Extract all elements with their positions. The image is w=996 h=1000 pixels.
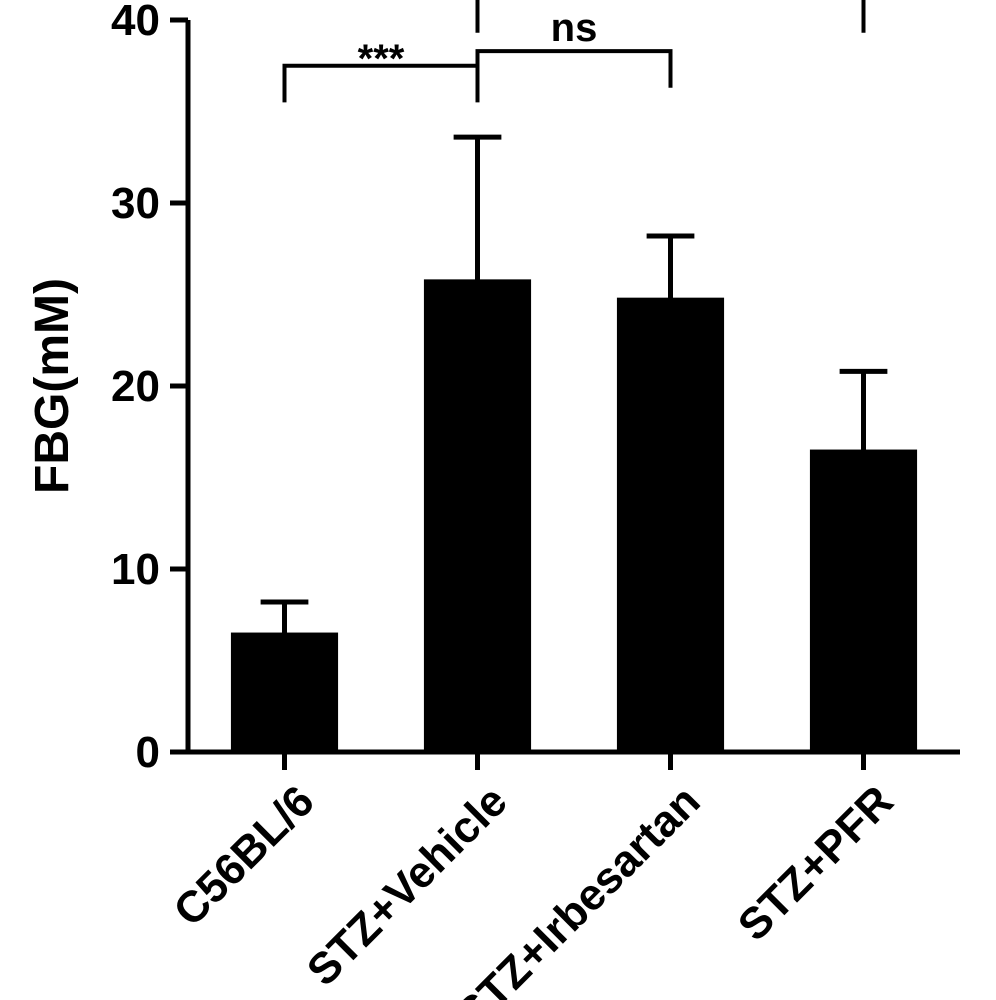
category-label: STZ+Vehicle [298, 776, 517, 995]
significance-label: * [663, 0, 679, 11]
category-label: C56BL/6 [164, 776, 323, 935]
y-tick-label: 30 [111, 179, 160, 228]
y-tick-label: 10 [111, 545, 160, 594]
significance-bracket [478, 51, 671, 88]
category-label: STZ+PFR [729, 776, 903, 950]
bar [810, 450, 916, 752]
bar [424, 280, 530, 752]
y-axis-title: FBG(mM) [26, 278, 79, 494]
y-tick-label: 20 [111, 362, 160, 411]
y-tick-label: 0 [136, 728, 160, 777]
bar [617, 298, 723, 752]
significance-label: ns [551, 6, 598, 50]
bar [231, 633, 337, 752]
significance-label: *** [358, 37, 405, 81]
y-tick-label: 40 [111, 0, 160, 45]
bar-chart: 010203040FBG(mM)C56BL/6STZ+VehicleSTZ+Ir… [0, 0, 996, 1000]
chart-container: 010203040FBG(mM)C56BL/6STZ+VehicleSTZ+Ir… [0, 0, 996, 1000]
